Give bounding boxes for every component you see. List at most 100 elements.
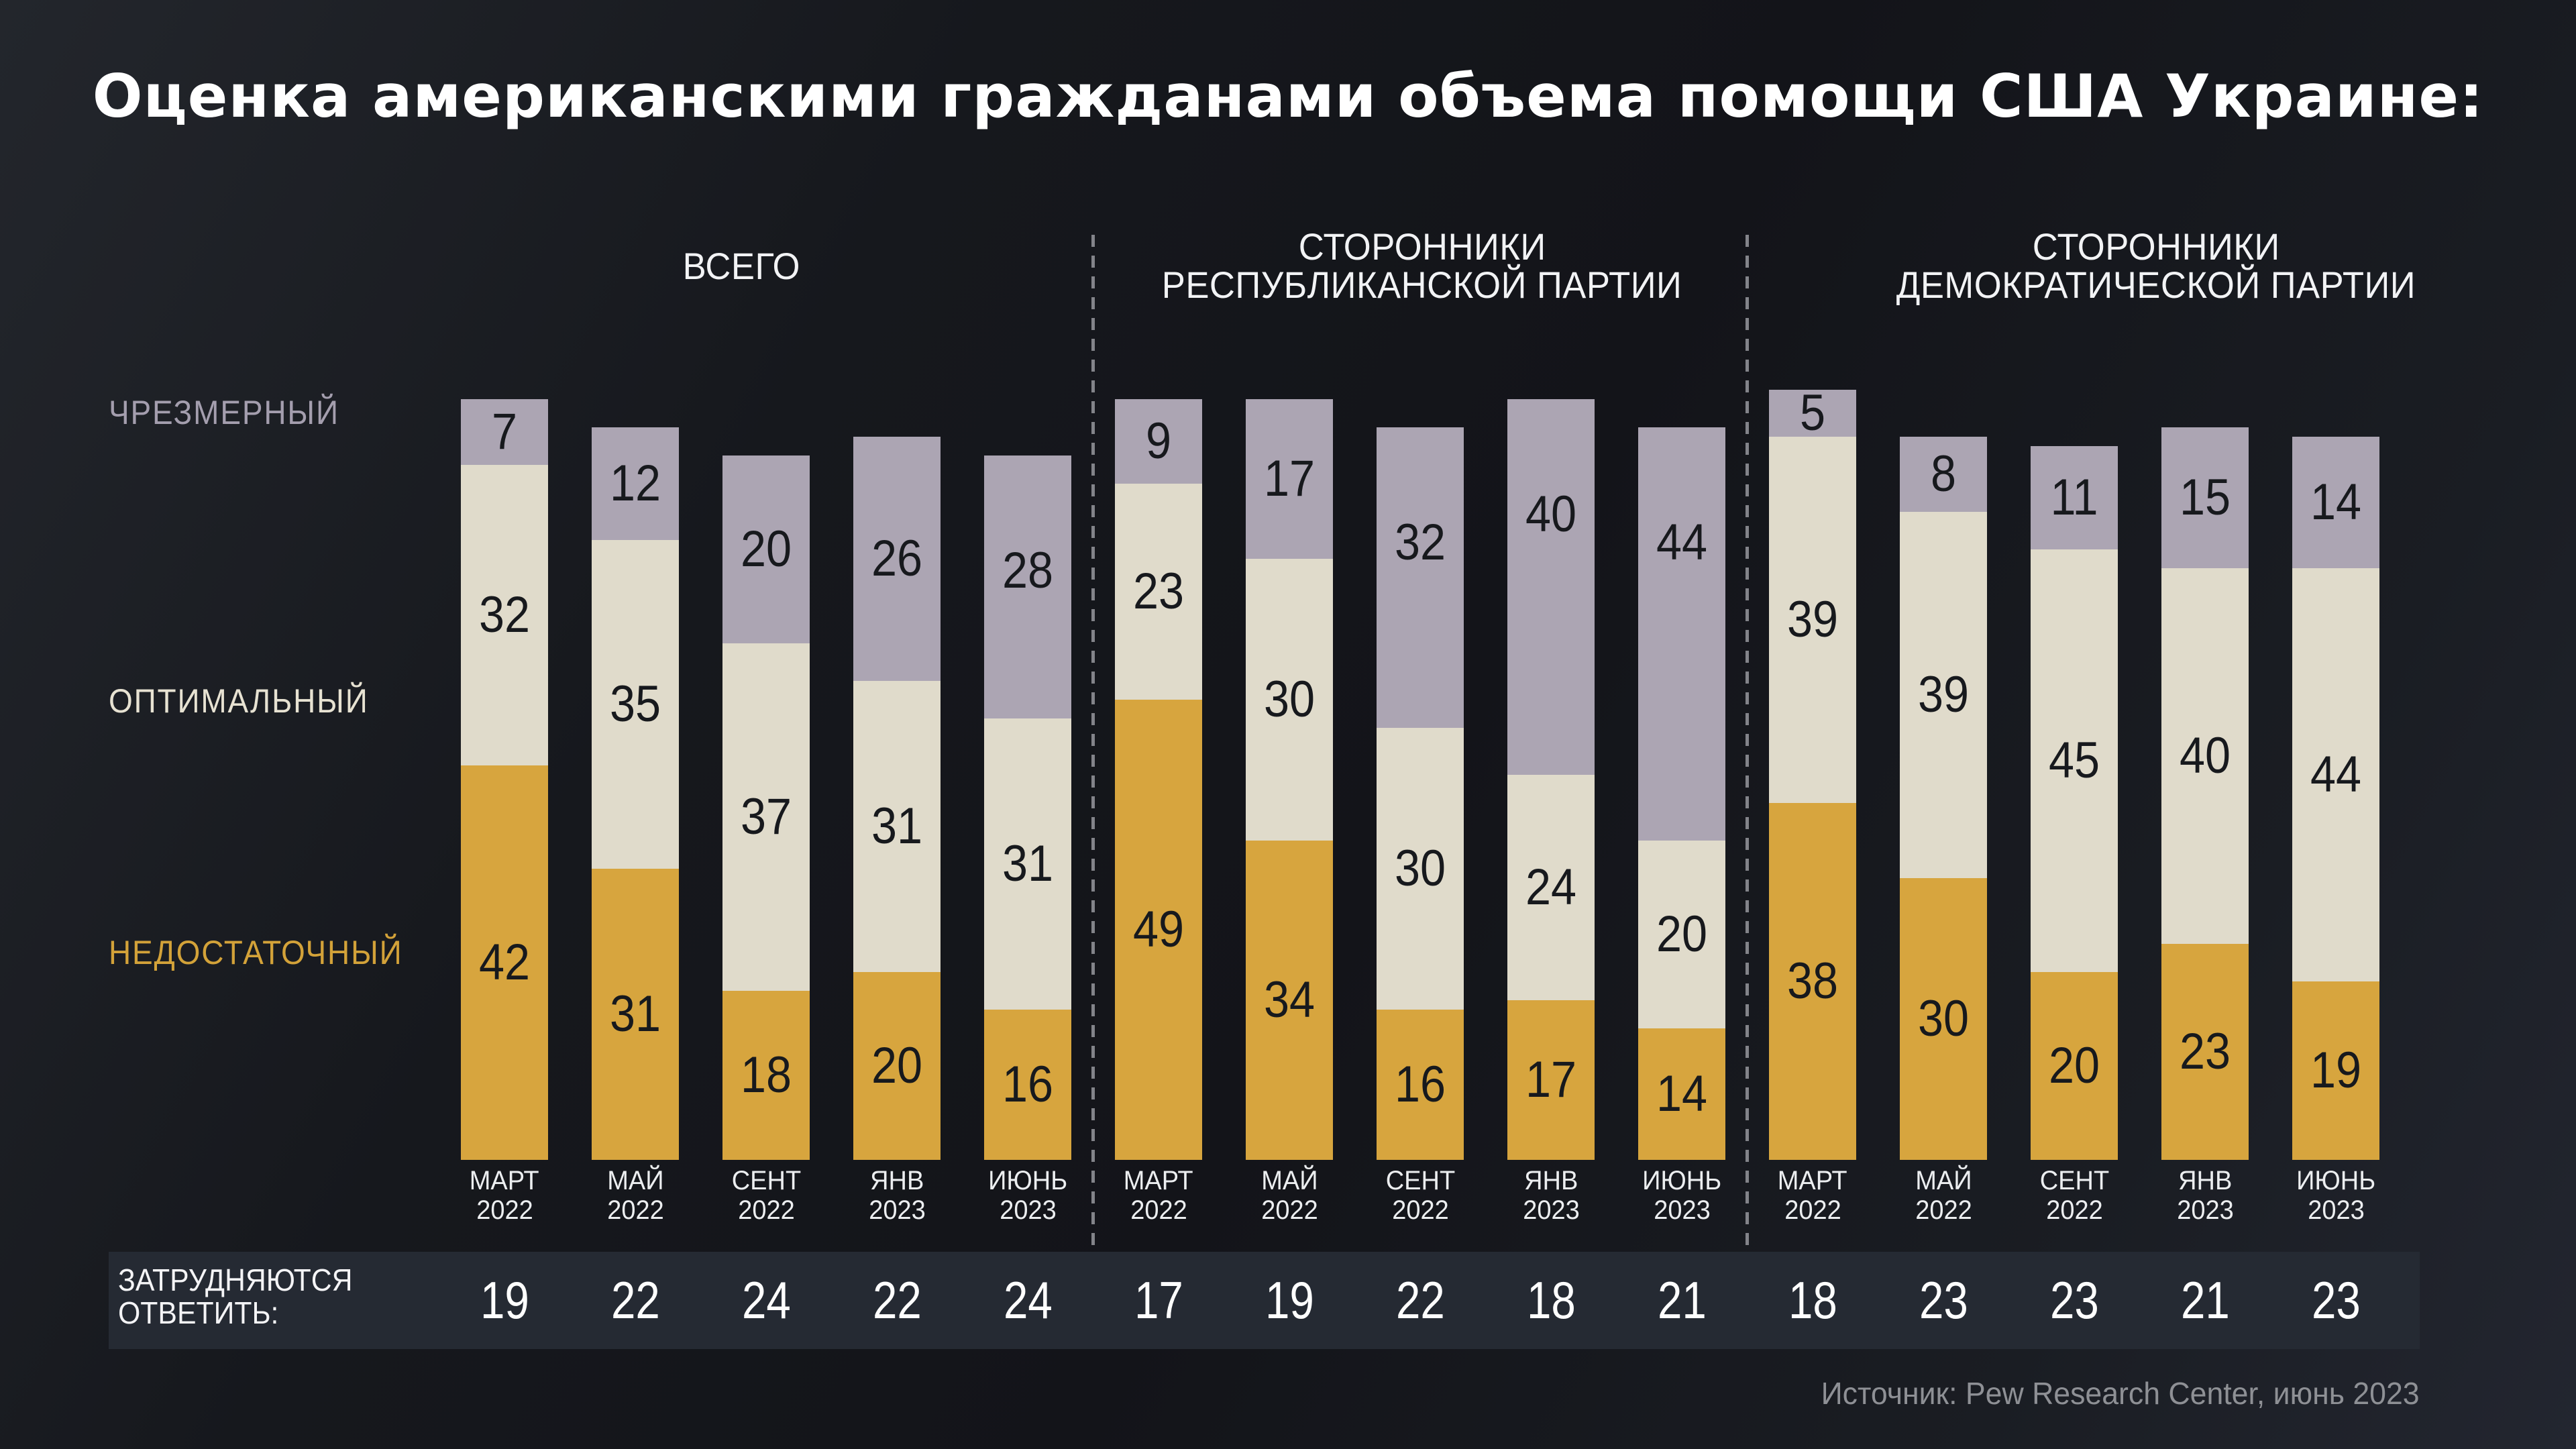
undecided-value-text: 22 (610, 1271, 660, 1330)
month-label: ИЮНЬ 2023 (2262, 1166, 2410, 1225)
group-header: СТОРОННИКИ ДЕМОКРАТИЧЕСКОЙ ПАРТИИ (1787, 225, 2525, 306)
undecided-value: 18 (1752, 1252, 1873, 1349)
undecided-band (109, 1252, 2420, 1349)
bar-value: 20 (2048, 1037, 2100, 1094)
month-label-month: МАЙ (1915, 1166, 1972, 1195)
month-label: ИЮНЬ 2023 (1608, 1166, 1756, 1225)
group-divider-line (1091, 235, 1095, 1248)
undecided-value-text: 23 (1919, 1271, 1968, 1330)
category-label-excessive: ЧРЕЗМЕРНЫЙ (109, 394, 339, 431)
undecided-value-text: 19 (1265, 1271, 1314, 1330)
bar-value: 14 (2310, 474, 2362, 531)
month-label-year: 2022 (1915, 1195, 1972, 1225)
bar-value: 39 (1786, 591, 1839, 648)
undecided-value: 19 (1229, 1252, 1350, 1349)
bar-value: 32 (1394, 514, 1446, 571)
undecided-value-text: 18 (1526, 1271, 1576, 1330)
month-label-year: 2022 (1391, 1195, 1449, 1225)
month-label-year: 2022 (1784, 1195, 1841, 1225)
bar-value: 42 (478, 934, 531, 991)
month-label: МАЙ 2022 (1216, 1166, 1363, 1225)
group-header: СТОРОННИКИ РЕСПУБЛИКАНСКОЙ ПАРТИИ (1053, 225, 1791, 306)
bar-segment-excessive: 14 (2292, 437, 2379, 568)
bar-segment-excessive: 15 (2161, 427, 2249, 568)
bar-value: 23 (1132, 563, 1185, 620)
bar-value: 16 (1002, 1056, 1054, 1113)
undecided-value: 24 (967, 1252, 1088, 1349)
group-header: ВСЕГО (372, 225, 1110, 306)
undecided-label-line1: ЗАТРУДНЯЮТСЯ (118, 1263, 353, 1297)
bar-value: 18 (740, 1046, 792, 1104)
group-header-line: РЕСПУБЛИКАНСКОЙ ПАРТИИ (1162, 264, 1682, 306)
month-label-year: 2023 (2307, 1195, 2365, 1225)
month-label-month: ЯНВ (1523, 1166, 1578, 1195)
bar-value: 14 (1656, 1065, 1708, 1122)
bar-value: 20 (1656, 906, 1708, 963)
bar-segment-optimal: 37 (722, 643, 810, 991)
month-label: МАРТ 2022 (431, 1166, 578, 1225)
bar-segment-excessive: 26 (853, 437, 941, 681)
bar-segment-insufficient: 19 (2292, 981, 2379, 1160)
undecided-value: 22 (575, 1252, 696, 1349)
month-label-year: 2022 (737, 1195, 795, 1225)
month-label: МАРТ 2022 (1085, 1166, 1232, 1225)
bar-segment-insufficient: 49 (1115, 700, 1202, 1160)
undecided-value: 22 (1360, 1252, 1481, 1349)
month-label-year: 2023 (2176, 1195, 2234, 1225)
bar-value: 9 (1145, 413, 1172, 470)
month-label-month: СЕНТ (731, 1166, 801, 1195)
month-label-year: 2023 (1653, 1195, 1711, 1225)
undecided-value: 22 (837, 1252, 957, 1349)
month-label-month: ИЮНЬ (2296, 1166, 2376, 1195)
month-label: МАЙ 2022 (1870, 1166, 2017, 1225)
undecided-value-text: 22 (1395, 1271, 1445, 1330)
bar-segment-excessive: 7 (461, 399, 548, 465)
bar-segment-excessive: 44 (1638, 427, 1725, 841)
month-label-month: МАРТ (1124, 1166, 1193, 1195)
bar-value: 5 (1799, 384, 1826, 441)
undecided-value-text: 24 (1003, 1271, 1053, 1330)
bar-segment-insufficient: 23 (2161, 944, 2249, 1160)
group-header-line: ДЕМОКРАТИЧЕСКОЙ ПАРТИИ (1896, 264, 2416, 306)
bar-segment-insufficient: 20 (853, 972, 941, 1160)
undecided-value-text: 17 (1134, 1271, 1183, 1330)
undecided-value: 23 (1883, 1252, 2004, 1349)
bar-value: 23 (2179, 1023, 2231, 1080)
month-label-month: МАРТ (1778, 1166, 1847, 1195)
undecided-value: 18 (1491, 1252, 1611, 1349)
undecided-label: ЗАТРУДНЯЮТСЯ ОТВЕТИТЬ: (118, 1264, 370, 1330)
undecided-value: 21 (2145, 1252, 2265, 1349)
bar-value: 11 (2050, 469, 2098, 526)
bar-value: 17 (1525, 1051, 1577, 1108)
bar-value: 37 (740, 788, 792, 845)
bar-segment-insufficient: 38 (1769, 803, 1856, 1160)
bar-segment-optimal: 40 (2161, 568, 2249, 944)
stacked-bar: 17 30 34 (1246, 399, 1333, 1160)
bar-segment-optimal: 31 (853, 681, 941, 972)
month-label: ЯНВ 2023 (1477, 1166, 1625, 1225)
stacked-bar: 40 24 17 (1507, 399, 1595, 1160)
bar-value: 44 (2310, 746, 2362, 803)
bar-value: 17 (1263, 450, 1316, 507)
stacked-bar: 28 31 16 (984, 455, 1071, 1160)
bar-value: 16 (1394, 1056, 1446, 1113)
month-label: МАЙ 2022 (561, 1166, 709, 1225)
bar-segment-optimal: 20 (1638, 841, 1725, 1028)
bar-value: 30 (1917, 990, 1970, 1047)
bar-value: 12 (609, 455, 661, 512)
bar-segment-optimal: 32 (461, 465, 548, 765)
month-label-year: 2023 (999, 1195, 1057, 1225)
bar-segment-excessive: 12 (592, 427, 679, 540)
stacked-bar: 9 23 49 (1115, 399, 1202, 1160)
bar-segment-insufficient: 30 (1900, 878, 1987, 1160)
month-label-month: МАЙ (606, 1166, 664, 1195)
stacked-bar: 44 20 14 (1638, 427, 1725, 1160)
month-label-month: СЕНТ (2039, 1166, 2109, 1195)
bar-segment-excessive: 11 (2031, 446, 2118, 549)
bar-segment-optimal: 31 (984, 718, 1071, 1010)
bar-segment-excessive: 28 (984, 455, 1071, 718)
month-label-month: МАЙ (1260, 1166, 1318, 1195)
month-label-year: 2023 (868, 1195, 926, 1225)
bar-segment-optimal: 44 (2292, 568, 2379, 981)
month-label-year: 2022 (606, 1195, 664, 1225)
